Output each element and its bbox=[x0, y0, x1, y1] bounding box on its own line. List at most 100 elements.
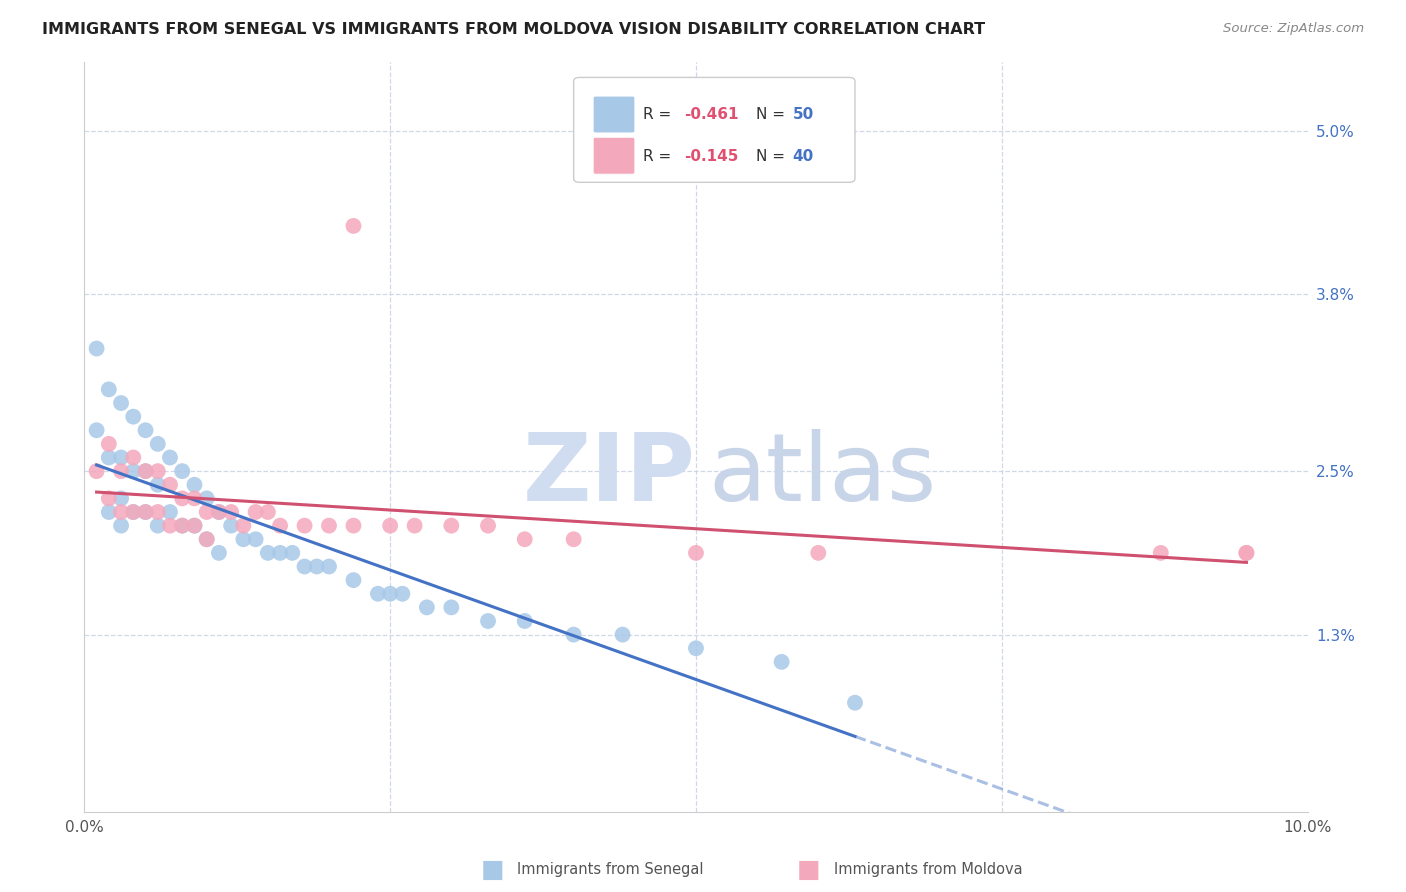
Point bbox=[86, 423, 108, 437]
Text: 50: 50 bbox=[793, 107, 814, 122]
Point bbox=[86, 464, 108, 478]
Text: atlas: atlas bbox=[709, 428, 936, 521]
Point bbox=[97, 383, 120, 397]
Point bbox=[195, 533, 218, 547]
Text: N =: N = bbox=[756, 107, 790, 122]
Point bbox=[513, 533, 536, 547]
Point bbox=[440, 600, 463, 615]
Text: Immigrants from Moldova: Immigrants from Moldova bbox=[834, 863, 1022, 877]
Point bbox=[305, 559, 328, 574]
Point bbox=[257, 546, 280, 560]
Point bbox=[685, 641, 707, 656]
Point bbox=[208, 546, 231, 560]
Text: IMMIGRANTS FROM SENEGAL VS IMMIGRANTS FROM MOLDOVA VISION DISABILITY CORRELATION: IMMIGRANTS FROM SENEGAL VS IMMIGRANTS FR… bbox=[42, 22, 986, 37]
Point bbox=[159, 477, 181, 491]
Point bbox=[342, 573, 364, 587]
Point bbox=[770, 655, 793, 669]
Point bbox=[122, 505, 145, 519]
Point bbox=[257, 505, 280, 519]
Point bbox=[172, 518, 194, 533]
Point bbox=[146, 464, 169, 478]
Point bbox=[146, 477, 169, 491]
Point bbox=[183, 491, 205, 506]
Point bbox=[562, 627, 585, 641]
Point bbox=[208, 505, 231, 519]
Point bbox=[135, 423, 157, 437]
Text: ZIP: ZIP bbox=[523, 428, 696, 521]
Point bbox=[122, 505, 145, 519]
Point bbox=[232, 533, 254, 547]
Point bbox=[294, 559, 316, 574]
Point bbox=[146, 437, 169, 451]
Text: Source: ZipAtlas.com: Source: ZipAtlas.com bbox=[1223, 22, 1364, 36]
Text: Immigrants from Senegal: Immigrants from Senegal bbox=[517, 863, 704, 877]
Text: -0.461: -0.461 bbox=[683, 107, 738, 122]
Point bbox=[219, 505, 242, 519]
FancyBboxPatch shape bbox=[574, 78, 855, 182]
Point bbox=[122, 464, 145, 478]
Point bbox=[110, 491, 132, 506]
Point bbox=[146, 505, 169, 519]
Point bbox=[159, 505, 181, 519]
Point bbox=[685, 546, 707, 560]
Point bbox=[135, 464, 157, 478]
Point bbox=[562, 533, 585, 547]
Point bbox=[245, 505, 267, 519]
Point bbox=[122, 450, 145, 465]
Point bbox=[844, 696, 866, 710]
Text: R =: R = bbox=[644, 107, 676, 122]
Point bbox=[477, 614, 499, 628]
Point bbox=[159, 450, 181, 465]
Point bbox=[416, 600, 439, 615]
Point bbox=[110, 505, 132, 519]
FancyBboxPatch shape bbox=[593, 96, 636, 133]
Point bbox=[110, 464, 132, 478]
Point bbox=[135, 464, 157, 478]
Point bbox=[110, 450, 132, 465]
Point bbox=[219, 518, 242, 533]
Point bbox=[183, 477, 205, 491]
Point bbox=[208, 505, 231, 519]
Point bbox=[183, 518, 205, 533]
Point bbox=[1236, 546, 1258, 560]
Point bbox=[195, 491, 218, 506]
Text: 40: 40 bbox=[793, 149, 814, 163]
Point bbox=[612, 627, 634, 641]
Point bbox=[135, 505, 157, 519]
Point bbox=[1236, 546, 1258, 560]
Text: ■: ■ bbox=[481, 858, 503, 881]
Point bbox=[342, 518, 364, 533]
Point bbox=[172, 518, 194, 533]
Point bbox=[269, 546, 291, 560]
Point bbox=[380, 518, 402, 533]
Point bbox=[97, 491, 120, 506]
Point bbox=[232, 518, 254, 533]
Text: R =: R = bbox=[644, 149, 676, 163]
Point bbox=[477, 518, 499, 533]
Point bbox=[281, 546, 304, 560]
Text: -0.145: -0.145 bbox=[683, 149, 738, 163]
Point bbox=[146, 518, 169, 533]
Point bbox=[807, 546, 830, 560]
FancyBboxPatch shape bbox=[593, 137, 636, 174]
Point bbox=[195, 533, 218, 547]
Point bbox=[172, 464, 194, 478]
Point bbox=[110, 518, 132, 533]
Point bbox=[367, 587, 389, 601]
Point bbox=[380, 587, 402, 601]
Point bbox=[513, 614, 536, 628]
Point bbox=[135, 505, 157, 519]
Point bbox=[183, 518, 205, 533]
Point bbox=[294, 518, 316, 533]
Point bbox=[245, 533, 267, 547]
Point bbox=[195, 505, 218, 519]
Text: N =: N = bbox=[756, 149, 790, 163]
Point bbox=[110, 396, 132, 410]
Point bbox=[97, 505, 120, 519]
Point bbox=[440, 518, 463, 533]
Point bbox=[86, 342, 108, 356]
Text: ■: ■ bbox=[797, 858, 820, 881]
Point bbox=[404, 518, 426, 533]
Point bbox=[97, 450, 120, 465]
Point bbox=[122, 409, 145, 424]
